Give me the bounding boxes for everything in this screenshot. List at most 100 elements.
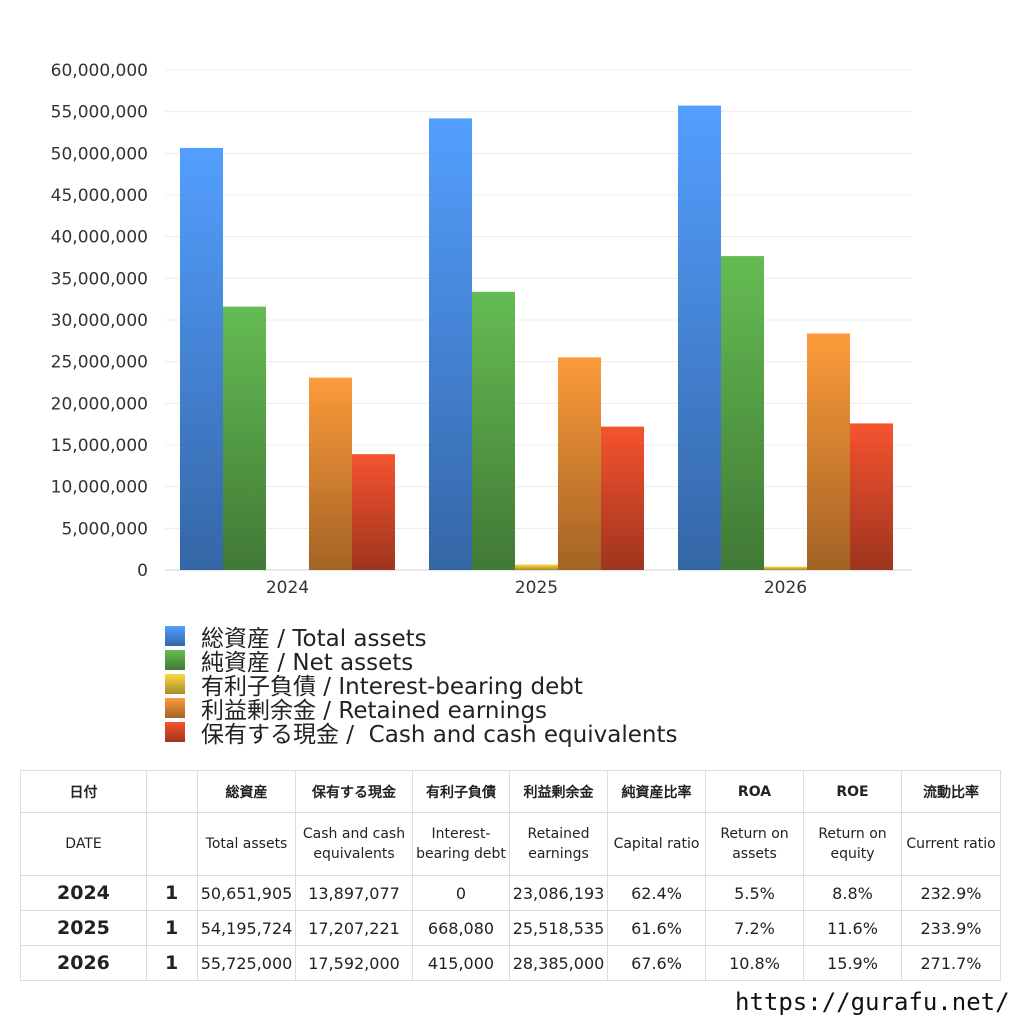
table-cell: 50,651,905: [197, 875, 296, 911]
bar-2024-series-0: [180, 147, 223, 570]
table-cell: 415,000: [412, 945, 510, 981]
header-cell: 保有する現金: [295, 770, 413, 813]
table-cell: 8.8%: [803, 875, 902, 911]
y-tick-label: 5,000,000: [61, 519, 148, 539]
table-cell: 271.7%: [901, 945, 1001, 981]
bar-chart: 60,000,000 55,000,000 50,000,000 45,000,000…: [51, 61, 912, 598]
table-cell: 54,195,724: [197, 910, 296, 946]
table-cell: 233.9%: [901, 910, 1001, 946]
table-header-en: DATE Total assets Cash and cash equivalent…: [20, 812, 1001, 876]
table-cell: 2026: [20, 945, 147, 981]
chart-legend: 総資産 / Total assets 純資産 / Net assets 有利子負債 …: [165, 624, 677, 748]
bar-2024-series-3: [309, 377, 352, 570]
table-cell: 1: [146, 875, 198, 911]
y-tick-label: 20,000,000: [51, 394, 148, 414]
table-cell: 13,897,077: [295, 875, 413, 911]
legend-swatch: [165, 674, 185, 694]
header-cell: [146, 770, 198, 813]
table-cell: 2025: [20, 910, 147, 946]
bar-2026-series-4: [850, 423, 893, 570]
header-cell: 有利子負債: [412, 770, 510, 813]
bar-2026-series-3: [807, 333, 850, 570]
header-cell: Return on assets: [705, 812, 804, 876]
table-cell: 61.6%: [607, 910, 706, 946]
header-cell: Cash and cash equivalents: [295, 812, 413, 876]
y-tick-label: 35,000,000: [51, 269, 148, 289]
y-tick-label: 50,000,000: [51, 144, 148, 164]
table-cell: 0: [412, 875, 510, 911]
bar-2025-series-4: [601, 426, 644, 570]
y-tick-label: 60,000,000: [51, 61, 148, 81]
header-cell: Retained earnings: [509, 812, 608, 876]
table-cell: 2024: [20, 875, 147, 911]
header-cell: Capital ratio: [607, 812, 706, 876]
bar-2024-series-4: [352, 454, 395, 570]
legend-item: 保有する現金 / Cash and cash equivalents: [165, 720, 677, 748]
bar-2025-series-2: [515, 564, 558, 570]
table-cell: 668,080: [412, 910, 510, 946]
bar-2025-series-3: [558, 357, 601, 570]
header-cell: 総資産: [197, 770, 296, 813]
header-cell: ROA: [705, 770, 804, 813]
bar-2025-series-1: [472, 291, 515, 570]
legend-swatch: [165, 722, 185, 742]
y-tick-label: 45,000,000: [51, 186, 148, 206]
table-cell: 23,086,193: [509, 875, 608, 911]
y-tick-label: 10,000,000: [51, 478, 148, 498]
y-tick-label: 25,000,000: [51, 353, 148, 373]
bar-2025-series-0: [429, 118, 472, 571]
table-cell: 10.8%: [705, 945, 804, 981]
legend-swatch: [165, 698, 185, 718]
table-cell: 28,385,000: [509, 945, 608, 981]
y-tick-label: 55,000,000: [51, 103, 148, 123]
y-tick-label: 15,000,000: [51, 436, 148, 456]
legend-item: 純資産 / Net assets: [165, 648, 677, 676]
legend-label: 保有する現金 / Cash and cash equivalents: [201, 722, 678, 748]
header-cell: [146, 812, 198, 876]
legend-item: 総資産 / Total assets: [165, 624, 677, 652]
x-tick-label: 2026: [764, 578, 807, 598]
header-cell: 純資産比率: [607, 770, 706, 813]
table-row: 2025 1 54,195,724 17,207,221 668,080 25,518,5…: [20, 910, 1001, 946]
legend-item: 有利子負債 / Interest-bearing debt: [165, 672, 677, 700]
header-cell: Interest-bearing debt: [412, 812, 510, 876]
header-cell: Total assets: [197, 812, 296, 876]
header-cell: Current ratio: [901, 812, 1001, 876]
table-cell: 62.4%: [607, 875, 706, 911]
legend-label: 利益剰余金 / Retained earnings: [201, 698, 548, 724]
bar-2024-series-1: [223, 306, 266, 570]
header-cell: 利益剰余金: [509, 770, 608, 813]
legend-swatch: [165, 626, 185, 646]
financial-table: 日付 総資産 保有する現金 有利子負債 利益剰余金 純資産比率 ROA ROE 流動比率 DATE…: [20, 770, 1001, 981]
header-cell: 日付: [20, 770, 147, 813]
bar-2026-series-0: [678, 105, 721, 570]
table-cell: 55,725,000: [197, 945, 296, 981]
bar-2026-series-2: [764, 566, 807, 570]
legend-swatch: [165, 650, 185, 670]
table-cell: 17,592,000: [295, 945, 413, 981]
table-cell: 7.2%: [705, 910, 804, 946]
bar-2026-series-1: [721, 256, 764, 570]
legend-label: 純資産 / Net assets: [201, 650, 414, 676]
table-cell: 5.5%: [705, 875, 804, 911]
table-cell: 11.6%: [803, 910, 902, 946]
header-cell: 流動比率: [901, 770, 1001, 813]
table-cell: 1: [146, 945, 198, 981]
x-tick-label: 2025: [515, 578, 558, 598]
header-cell: Return on equity: [803, 812, 902, 876]
table-row: 2026 1 55,725,000 17,592,000 415,000 28,385,0…: [20, 945, 1001, 981]
y-tick-label: 30,000,000: [51, 311, 148, 331]
header-cell: DATE: [20, 812, 147, 876]
x-tick-label: 2024: [266, 578, 309, 598]
header-cell: ROE: [803, 770, 902, 813]
y-tick-label: 0: [137, 561, 148, 581]
table-cell: 15.9%: [803, 945, 902, 981]
legend-label: 有利子負債 / Interest-bearing debt: [201, 674, 583, 700]
legend-item: 利益剰余金 / Retained earnings: [165, 696, 677, 724]
table-header-ja: 日付 総資産 保有する現金 有利子負債 利益剰余金 純資産比率 ROA ROE 流動比率: [20, 770, 1001, 813]
table-cell: 232.9%: [901, 875, 1001, 911]
y-tick-label: 40,000,000: [51, 228, 148, 248]
legend-label: 総資産 / Total assets: [201, 626, 427, 652]
table-cell: 1: [146, 910, 198, 946]
footer-url: https://gurafu.net/: [735, 988, 1010, 1016]
